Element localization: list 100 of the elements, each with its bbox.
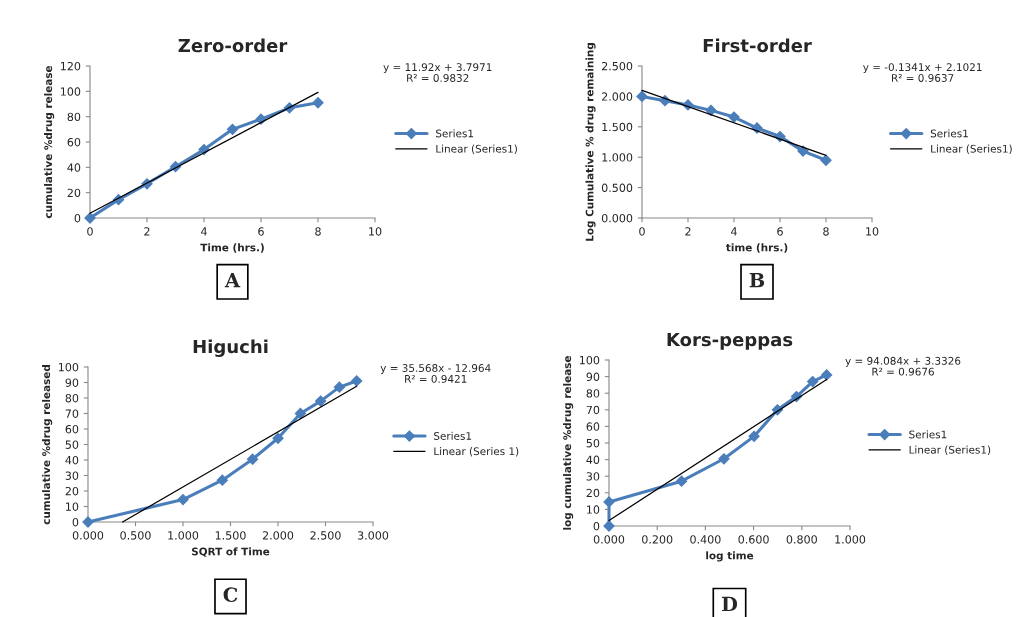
point [718,453,730,465]
point [351,375,363,387]
chart-title: Zero-order [178,38,288,53]
y-tick-label: 30 [65,471,79,480]
y-tick-label: 50 [586,438,600,448]
annotation: y = 94.084x + 3.3326 R² = 0.9676 [845,356,961,376]
y-axis-title: cumulative %drug release [44,65,55,219]
x-tick-label: 2 [685,227,691,236]
y-tick-label: 120 [60,61,81,71]
x-tick-label: 8 [315,227,321,236]
y-tick-label: 50 [65,440,79,449]
x-tick-label: 8 [823,227,829,236]
y-tick-label: 20 [65,486,79,496]
point [821,369,833,381]
x-tick-label: 3.000 [357,531,389,540]
y-tick-label: 40 [586,455,600,464]
legend-label: Series1 [930,129,968,138]
legend-label: Series1 [909,430,947,439]
chart-title: Kors-peppas [667,332,793,350]
legend-label: Series1 [436,129,474,138]
x-tick-label: 6 [777,227,783,236]
point [272,432,284,444]
y-tick-label: 40 [67,163,81,172]
y-tick-label: 80 [65,393,79,403]
y-tick-label: 20 [586,488,600,498]
legend-label: Series1 [434,431,472,440]
y-tick-label: 0 [74,213,81,223]
x-tick-label: 4 [731,227,737,236]
point [603,520,615,532]
x-axis-title: time (hrs.) [725,243,788,253]
legend-label: Linear (Series1) [931,144,1012,154]
x-tick-label: 2.500 [310,531,341,540]
point [216,474,228,486]
x-tick-label: 2.000 [262,531,294,540]
point [177,493,189,506]
x-tick-label: 0 [87,227,93,236]
x-tick-label: 0.800 [786,535,817,544]
x-tick-label: 1.000 [168,531,199,540]
x-tick-label: 0.500 [120,531,151,540]
text: y = 11.92x + 3.7971 R² = 0.9832 [383,63,492,82]
point [315,395,327,407]
y-tick-label: 0 [593,521,600,531]
x-axis-title: SQRT of Time [191,547,270,557]
text: y = 35.568x - 12.964 R² = 0.9421 [380,364,491,383]
y-tick-label: 10 [66,502,79,511]
y-tick-label: 100 [58,362,79,372]
chart-title: Higuchi [193,339,268,358]
point [797,145,809,157]
text: D [721,596,738,612]
y-tick-label: 2.000 [601,92,633,101]
x-tick-label: 0 [639,227,645,236]
x-tick-label: 0.200 [642,535,673,544]
y-tick-label: 60 [586,422,600,431]
y-tick-label: 80 [67,112,81,122]
x-tick-label: 4 [201,227,207,236]
y-tick-label: 60 [67,137,81,147]
point [312,97,324,109]
y-tick-label: 1.000 [602,153,633,162]
y-tick-label: 70 [65,409,79,418]
y-tick-label: 90 [65,378,79,387]
point [82,516,94,528]
x-tick-label: 1.500 [215,531,246,540]
x-tick-label: 2 [144,227,150,236]
point [820,154,832,166]
legend-label: Linear (Series1) [436,144,517,154]
point [333,381,345,393]
text: B [749,273,765,288]
point [226,123,239,135]
x-tick-label: 10 [866,227,879,236]
annotation: y = -0.1341x + 2.1021 R² = 0.9637 [863,63,982,82]
y-tick-label: 0 [72,517,79,527]
point [807,375,819,388]
x-tick-label: 0.600 [738,535,769,544]
x-tick-label: 10 [369,227,382,236]
point [705,104,717,116]
x-axis-title: log time [706,551,754,562]
legend-label: Linear (Series1) [909,445,991,455]
y-tick-label: 100 [60,87,81,96]
point [246,453,259,465]
x-axis-title: Time (hrs.) [200,243,264,253]
x-tick-label: 6 [258,227,264,236]
x-tick-label: 1.000 [835,535,866,544]
x-tick-label: 0.000 [593,535,625,544]
chart-title: First-order [703,38,812,53]
y-tick-label: 20 [67,188,81,198]
y-tick-label: 40 [65,455,79,465]
point [675,475,688,487]
legend-label: Linear (Series 1) [434,447,519,457]
y-tick-label: 100 [579,355,600,365]
y-axis-title: Log Cumulative % drug remaining [585,43,596,241]
point [748,430,760,442]
text: C [223,587,238,603]
y-tick-label: 30 [586,472,600,481]
y-tick-label: 0.000 [601,213,633,223]
y-tick-label: 80 [586,389,600,398]
y-tick-label: 1.500 [602,122,633,132]
point [636,90,648,103]
y-tick-label: 90 [586,372,600,381]
y-axis-title: cumulative %drug released [42,365,53,525]
y-tick-label: 60 [65,424,79,434]
